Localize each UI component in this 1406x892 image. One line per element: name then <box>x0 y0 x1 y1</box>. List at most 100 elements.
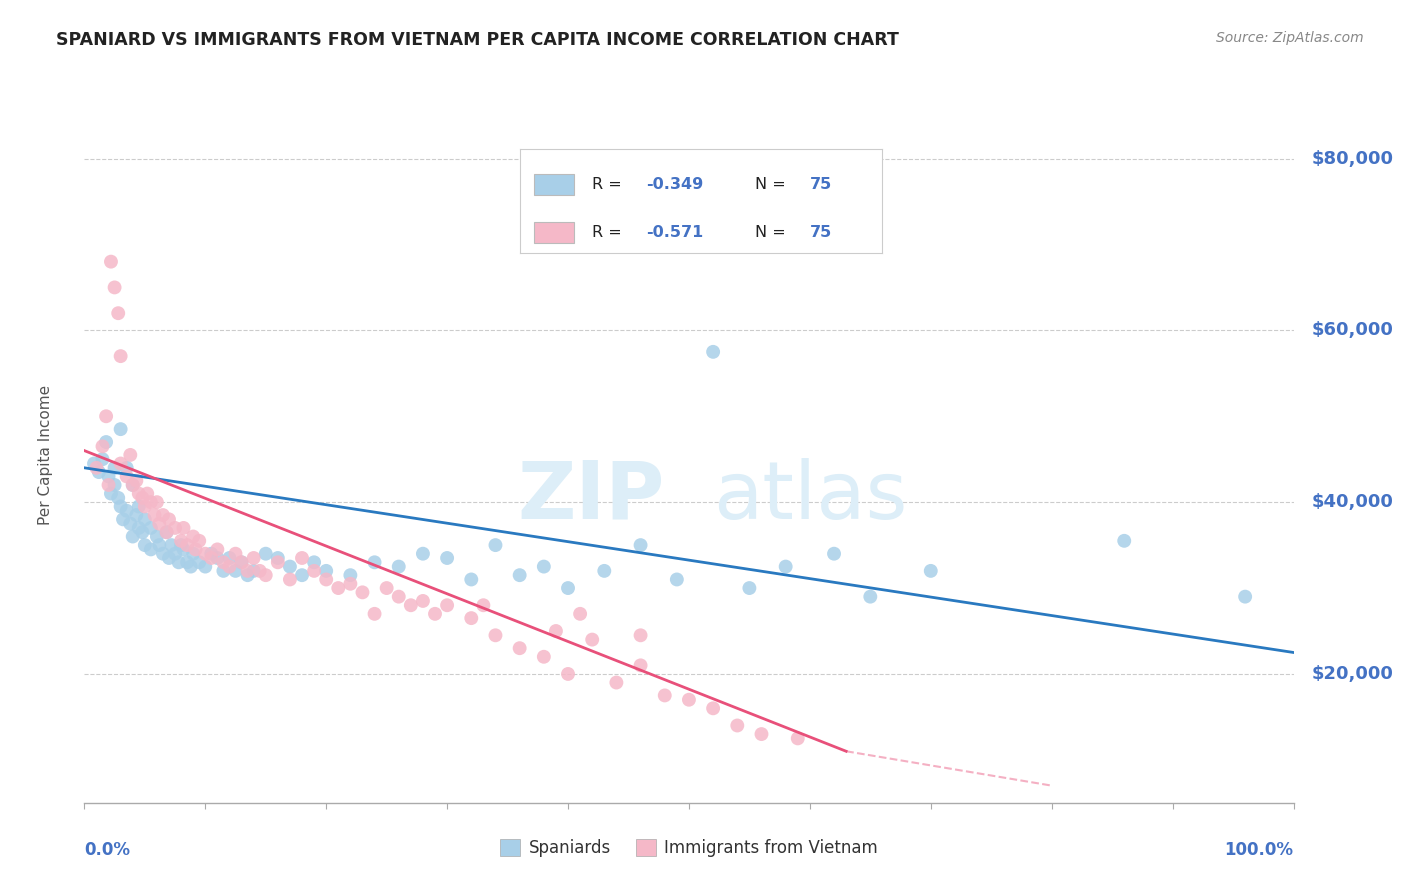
Text: $60,000: $60,000 <box>1312 321 1393 339</box>
Point <box>472 599 495 613</box>
Point <box>155 525 177 540</box>
Point <box>569 607 592 621</box>
Point <box>544 624 567 638</box>
Point <box>242 564 264 578</box>
Point <box>375 581 398 595</box>
Point <box>460 611 482 625</box>
Point <box>134 500 156 514</box>
Point <box>630 658 652 673</box>
Point <box>859 590 882 604</box>
Text: atlas: atlas <box>713 458 907 536</box>
Point <box>148 538 170 552</box>
Point <box>231 555 253 569</box>
Point <box>557 667 579 681</box>
Point <box>291 568 314 582</box>
Point <box>823 547 845 561</box>
Point <box>100 254 122 268</box>
Point <box>181 529 204 543</box>
Point <box>104 280 127 294</box>
Point <box>157 512 180 526</box>
Point <box>200 547 222 561</box>
Point <box>91 439 114 453</box>
Point <box>155 525 177 540</box>
Point <box>110 349 132 363</box>
Point <box>104 460 127 475</box>
Point <box>143 508 166 522</box>
Point <box>302 555 325 569</box>
Point <box>665 573 688 587</box>
Point <box>212 564 235 578</box>
Point <box>302 564 325 578</box>
Point <box>1234 590 1257 604</box>
Point <box>509 568 531 582</box>
Point <box>128 500 150 514</box>
Point <box>146 529 169 543</box>
Point <box>509 641 531 656</box>
Point <box>94 435 117 450</box>
Point <box>484 628 506 642</box>
Point <box>131 491 153 505</box>
Point <box>163 547 186 561</box>
Point <box>388 590 411 604</box>
Point <box>212 555 235 569</box>
Point <box>184 542 207 557</box>
Point <box>339 568 361 582</box>
Point <box>100 486 122 500</box>
Text: 0.0%: 0.0% <box>84 841 131 859</box>
Point <box>170 533 193 548</box>
Point <box>436 599 458 613</box>
Point <box>267 551 290 566</box>
Text: Source: ZipAtlas.com: Source: ZipAtlas.com <box>1216 31 1364 45</box>
Point <box>110 457 132 471</box>
Point <box>104 478 127 492</box>
Point <box>291 551 314 566</box>
Point <box>399 599 422 613</box>
Point <box>163 521 186 535</box>
Point <box>363 555 385 569</box>
Text: $80,000: $80,000 <box>1312 150 1393 168</box>
Point <box>152 508 174 522</box>
Point <box>87 465 110 479</box>
Point <box>107 306 129 320</box>
Point <box>533 649 555 664</box>
Point <box>97 469 120 483</box>
Point <box>775 559 797 574</box>
Point <box>148 516 170 531</box>
Point <box>134 538 156 552</box>
Point <box>218 551 240 566</box>
Point <box>110 422 132 436</box>
Point <box>702 344 724 359</box>
Point <box>738 581 761 595</box>
Point <box>128 486 150 500</box>
Point <box>112 512 135 526</box>
Point <box>254 547 277 561</box>
Point <box>146 495 169 509</box>
Point <box>231 555 253 569</box>
Point <box>134 512 156 526</box>
Point <box>236 568 259 582</box>
Point <box>460 573 482 587</box>
Point <box>120 516 142 531</box>
Point <box>557 581 579 595</box>
Point <box>94 409 117 424</box>
Point <box>121 478 143 492</box>
Point <box>167 555 190 569</box>
Point <box>339 576 361 591</box>
Point <box>242 551 264 566</box>
Point <box>207 542 229 557</box>
Point <box>131 525 153 540</box>
Point <box>139 542 162 557</box>
Point <box>484 538 506 552</box>
Point <box>725 718 748 732</box>
Point <box>593 564 616 578</box>
Point <box>125 508 148 522</box>
Point <box>207 551 229 566</box>
Point <box>388 559 411 574</box>
Point <box>188 533 211 548</box>
Text: SPANIARD VS IMMIGRANTS FROM VIETNAM PER CAPITA INCOME CORRELATION CHART: SPANIARD VS IMMIGRANTS FROM VIETNAM PER … <box>56 31 898 49</box>
Point <box>605 675 627 690</box>
Text: $40,000: $40,000 <box>1312 493 1393 511</box>
Point <box>139 495 162 509</box>
Point <box>412 594 434 608</box>
Point <box>107 491 129 505</box>
